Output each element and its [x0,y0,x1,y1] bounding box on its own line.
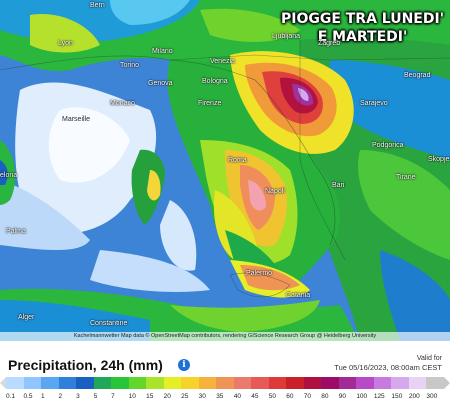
scale-label: 200 [408,393,420,400]
map-layer [0,0,450,341]
city-label: Podgorica [372,142,404,149]
city-label: Marseille [62,116,91,123]
scale-swatch [23,377,42,389]
scale-label: 0.5 [23,393,33,400]
scale-swatch [356,377,374,389]
city-label: Palermo [246,270,273,277]
scale-label: 60 [286,393,294,400]
valid-timestamp: Tue 05/16/2023, 08:00am CEST [334,363,442,372]
city-label: Firenze [198,100,222,107]
scale-swatch [128,377,147,389]
scale-label: 70 [303,393,311,400]
scale-swatch [321,377,339,389]
precipitation-legend: Precipitation, 24h (mm) i Valid for Tue … [0,341,450,409]
scale-swatch [373,377,392,389]
city-label: Napoli [265,188,285,195]
scale-swatch [426,377,444,389]
scale-label: 7 [111,393,115,400]
scale-swatch [41,377,59,389]
headline-line-2: E MARTEDI' [317,29,408,45]
scale-label: 40 [233,393,241,400]
map-attribution: Kachelmannwetter Map data © OpenStreetMa… [0,332,450,341]
scale-swatch [408,377,427,389]
scale-swatch [233,377,252,389]
city-label: Milano [152,48,173,55]
scale-label: 300 [426,393,438,400]
scale-label: 5 [93,393,98,400]
scale-swatch [111,377,129,389]
city-label: Ljubljana [272,33,301,40]
city-label: Bern [90,2,105,9]
scale-swatch [391,377,409,389]
scale-label: 100 [356,393,368,400]
scale-label: 90 [338,393,347,400]
scale-label: 45 [251,393,259,400]
scale-label: 2 [58,393,63,400]
city-label: Zagreb [318,40,341,47]
scale-swatch [338,377,357,389]
city-label: Alger [18,314,35,321]
precipitation-map[interactable]: PIOGGE TRA LUNEDI' E MARTEDI' Bern Ljubl… [0,0,450,341]
city-label: Tirane [396,174,416,181]
scale-label: 150 [391,393,403,400]
scale-label: 30 [198,393,206,400]
valid-label: Valid for [416,355,442,362]
scale-label: 1 [41,393,45,400]
scale-swatch [251,377,269,389]
city-label: Lyon [58,40,73,47]
city-label: Torino [120,62,140,69]
city-label: Palma [6,228,26,235]
headline-line-1: PIOGGE TRA LUNEDI' [280,11,444,27]
scale-swatch [268,377,287,389]
scale-label: 10 [128,393,136,400]
city-label: Beograd [404,72,431,79]
scale-label: 3 [76,393,80,400]
scale-swatch [146,377,164,389]
city-label: Bologna [202,78,228,85]
scale-swatch [76,377,94,389]
scale-label: 20 [163,393,171,400]
scale-swatch [181,377,199,389]
city-label: Bari [332,182,345,189]
scale-label: 50 [268,393,276,400]
scale-label: 0.1 [6,393,16,400]
scale-swatch [216,377,234,389]
valid-time: Valid for Tue 05/16/2023, 08:00am CEST [334,354,442,372]
scale-label: 15 [146,393,154,400]
city-label: Roma [228,157,247,164]
scale-label: 125 [373,393,385,400]
legend-title: Precipitation, 24h (mm) [8,357,163,373]
scale-label: 25 [181,393,189,400]
scale-label: 35 [216,393,224,400]
scale-swatch [6,377,24,389]
city-label: Constantine [90,320,128,327]
city-label: Catania [286,292,311,299]
color-scale-bar [6,377,444,389]
scale-label: 80 [321,393,329,400]
map-headline: PIOGGE TRA LUNEDI' E MARTEDI' [281,10,444,46]
city-label: Monaco [110,100,135,107]
color-scale-labels: 0.1 0.5 1 2 3 5 7 10 15 20 25 30 35 40 45 50 60 70 80 90 100… [6,393,444,403]
scale-swatch [198,377,217,389]
scale-swatch [93,377,112,389]
scale-left-arrow-icon [0,377,6,389]
city-label: elona [0,172,18,179]
scale-right-arrow-icon [444,377,450,389]
city-label: Genova [148,80,173,87]
city-label: Venezia [210,58,235,65]
scale-swatch [58,377,77,389]
city-label: Skopje [428,156,450,163]
scale-swatch [163,377,182,389]
info-icon[interactable]: i [178,359,190,371]
scale-swatch [303,377,322,389]
scale-swatch [286,377,304,389]
city-label: Sarajevo [360,100,388,107]
